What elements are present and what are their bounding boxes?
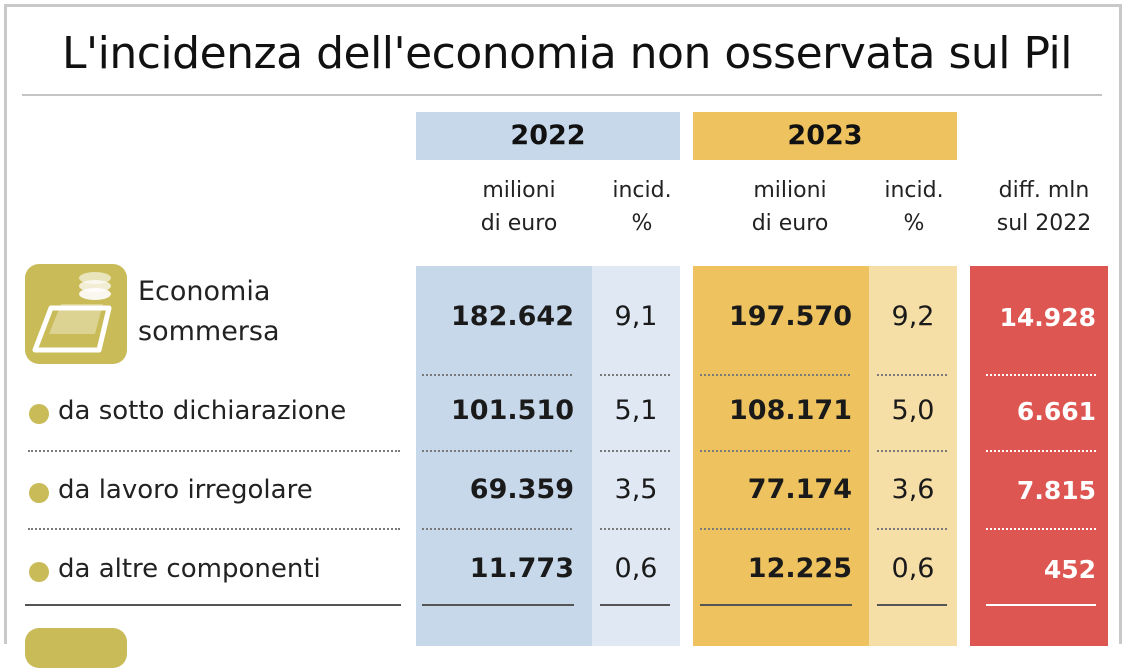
bullet-dot — [29, 404, 49, 424]
value-2022-incid: 3,5 — [614, 474, 658, 505]
row-separator — [600, 528, 670, 530]
section-divider — [422, 604, 574, 606]
subheader-millions-2023: milioni di euro — [717, 174, 863, 240]
value-2022-millions: 101.510 — [451, 395, 574, 426]
value-2022-incid: 9,1 — [614, 301, 658, 332]
section-divider — [877, 604, 947, 606]
value-2022-millions: 182.642 — [451, 301, 574, 332]
row-separator — [986, 528, 1096, 530]
value-2023-incid: 3,6 — [891, 474, 935, 505]
value-diff: 14.928 — [999, 303, 1096, 332]
value-2023-millions: 12.225 — [747, 553, 852, 584]
row-separator — [700, 528, 850, 530]
title-divider — [22, 94, 1102, 96]
subheader-incid-2023: incid. % — [864, 174, 964, 240]
col-2023-incid-bg — [869, 266, 957, 646]
col-2022-millions-bg — [416, 266, 592, 646]
row-separator — [877, 450, 947, 452]
subheader-line: incid. — [612, 178, 672, 203]
row-separator — [986, 450, 1096, 452]
subheader-line: milioni — [753, 178, 827, 203]
section-divider — [700, 604, 852, 606]
value-2023-millions: 77.174 — [747, 474, 852, 505]
year-2022-header: 2022 — [510, 120, 586, 151]
page-title: L'incidenza dell'economia non osservata … — [62, 28, 1072, 79]
subheader-diff: diff. mln sul 2022 — [975, 174, 1113, 240]
subheader-line: sul 2022 — [996, 211, 1092, 236]
value-2023-millions: 108.171 — [729, 395, 852, 426]
row-separator — [422, 374, 572, 376]
subheader-line: milioni — [482, 178, 556, 203]
subheader-line: di euro — [480, 211, 558, 236]
col-2023-millions-bg — [693, 266, 869, 646]
value-2022-incid: 5,1 — [614, 395, 658, 426]
subheader-line: diff. mln — [998, 178, 1090, 203]
subheader-line: di euro — [751, 211, 829, 236]
row-separator — [422, 450, 572, 452]
second-section-icon — [25, 628, 127, 668]
row-separator — [600, 450, 670, 452]
value-2023-incid: 5,0 — [891, 395, 935, 426]
bullet-dot — [29, 483, 49, 503]
value-2022-millions: 11.773 — [469, 553, 574, 584]
value-2023-incid: 0,6 — [891, 553, 935, 584]
row-label-line: sommersa — [138, 316, 280, 347]
row-label-line: Economia — [138, 276, 271, 307]
row-separator — [700, 450, 850, 452]
subheader-millions-2022: milioni di euro — [446, 174, 592, 240]
value-diff: 6.661 — [1016, 397, 1096, 426]
col-2022-incid-bg — [592, 266, 680, 646]
infographic-frame — [4, 4, 1122, 644]
value-diff: 452 — [1043, 555, 1096, 584]
year-2023-header-bg — [693, 112, 957, 160]
subheader-incid-2022: incid. % — [592, 174, 692, 240]
value-diff: 7.815 — [1016, 476, 1096, 505]
value-2023-millions: 197.570 — [729, 301, 852, 332]
value-2022-incid: 0,6 — [614, 553, 658, 584]
section-divider — [600, 604, 670, 606]
year-2022-header-bg — [416, 112, 680, 160]
row-separator — [986, 374, 1096, 376]
year-2023-header: 2023 — [787, 120, 863, 151]
section-divider — [25, 604, 401, 606]
row-label-altre-componenti: da altre componenti — [58, 554, 321, 584]
row-separator — [877, 528, 947, 530]
row-label-economia-sommersa: Economia sommersa — [138, 272, 378, 352]
row-separator — [877, 374, 947, 376]
subheader-line: incid. — [884, 178, 944, 203]
value-2022-millions: 69.359 — [469, 474, 574, 505]
row-separator — [422, 528, 572, 530]
col-diff-bg — [970, 266, 1108, 646]
row-label-lavoro-irregolare: da lavoro irregolare — [58, 475, 313, 505]
bullet-dot — [29, 562, 49, 582]
section-divider — [986, 604, 1096, 606]
row-separator — [700, 374, 850, 376]
row-separator — [28, 450, 400, 452]
row-separator — [28, 528, 400, 530]
row-label-sotto-dichiarazione: da sotto dichiarazione — [58, 396, 347, 426]
row-separator — [600, 374, 670, 376]
value-2023-incid: 9,2 — [891, 301, 935, 332]
subheader-line: % — [631, 211, 653, 236]
money-coins-icon — [25, 264, 127, 364]
subheader-line: % — [903, 211, 925, 236]
